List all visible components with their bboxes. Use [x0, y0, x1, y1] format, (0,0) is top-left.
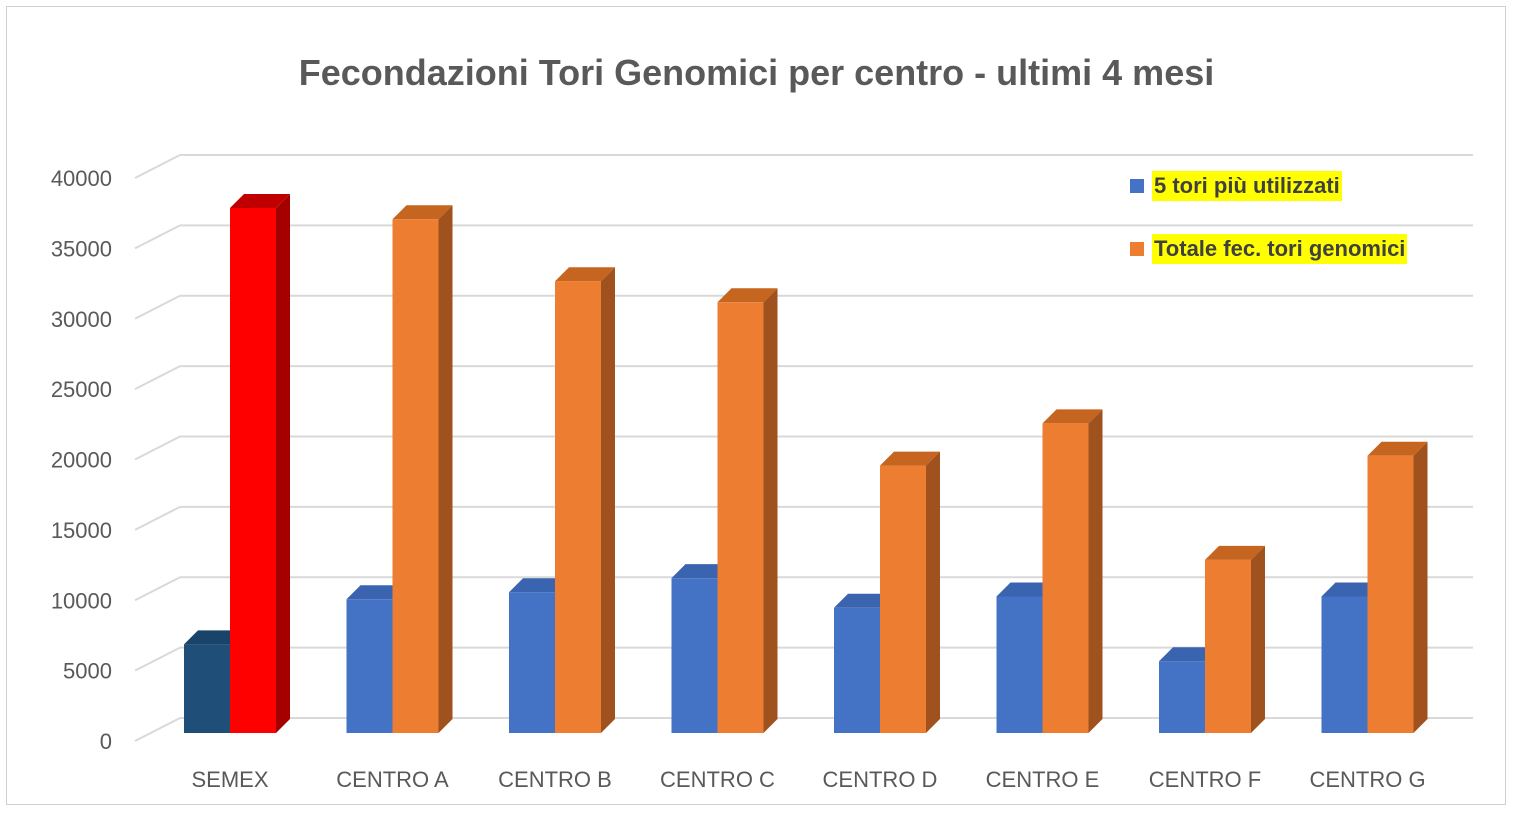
- y-tick-label: 10000: [51, 588, 112, 613]
- bar: [834, 607, 880, 733]
- legend-label-series-2: Totale fec. tori genomici: [1152, 234, 1408, 264]
- bar-top: [555, 267, 615, 282]
- y-tick-label: 30000: [51, 307, 112, 332]
- bar-top: [1321, 582, 1382, 597]
- y-tick-label: 35000: [51, 236, 112, 261]
- legend-label-series-1: 5 tori più utilizzati: [1152, 171, 1342, 201]
- bar: [509, 592, 555, 733]
- bar: [717, 302, 764, 733]
- bar-side: [601, 267, 615, 733]
- x-tick-label: CENTRO E: [986, 767, 1100, 792]
- bar-top: [184, 630, 244, 645]
- bar: [346, 599, 393, 733]
- gridline-diagonal: [134, 576, 181, 602]
- legend-item-series-2: Totale fec. tori genomici: [1130, 231, 1408, 267]
- x-tick-label: SEMEX: [191, 767, 268, 792]
- chart-title: Fecondazioni Tori Genomici per centro - …: [298, 52, 1215, 93]
- legend-swatch-series-2: [1130, 242, 1144, 256]
- y-tick-label: 5000: [63, 659, 112, 684]
- bar: [555, 281, 601, 733]
- bar-top: [346, 585, 407, 600]
- bar-side: [926, 451, 940, 733]
- y-tick-label: 0: [100, 729, 112, 754]
- bar-top: [1367, 441, 1428, 456]
- x-tick-label: CENTRO B: [498, 767, 612, 792]
- bar: [1042, 423, 1089, 733]
- bar: [671, 578, 718, 733]
- bar-top: [880, 451, 940, 466]
- y-tick-label: 25000: [51, 377, 112, 402]
- bar-side: [276, 194, 290, 733]
- y-tick-label: 40000: [51, 166, 112, 191]
- gridline-diagonal: [134, 294, 181, 320]
- x-tick-label: CENTRO D: [823, 767, 938, 792]
- bar-top: [1042, 409, 1103, 424]
- x-tick-label: CENTRO F: [1149, 767, 1261, 792]
- bar-top: [392, 205, 453, 220]
- gridline-diagonal: [134, 224, 181, 250]
- y-tick-label: 20000: [51, 448, 112, 473]
- bar-side: [438, 205, 453, 733]
- bar-top: [717, 288, 778, 303]
- bar-top: [834, 593, 894, 608]
- bar: [1159, 661, 1205, 733]
- bar-side: [1088, 409, 1103, 733]
- bar-top: [671, 564, 732, 579]
- gridline-diagonal: [134, 365, 181, 391]
- bar: [880, 465, 926, 733]
- bar: [230, 208, 276, 733]
- gridline-diagonal: [134, 505, 181, 531]
- bar-top: [996, 582, 1057, 597]
- chart-legend: 5 tori più utilizzati Totale fec. tori g…: [1130, 168, 1408, 294]
- bar: [392, 219, 439, 733]
- legend-item-series-1: 5 tori più utilizzati: [1130, 168, 1407, 204]
- bar-side: [763, 288, 778, 733]
- bar-top: [1159, 647, 1219, 662]
- bar-top: [509, 578, 569, 593]
- y-tick-label: 15000: [51, 518, 112, 543]
- x-tick-label: CENTRO C: [660, 767, 775, 792]
- gridline-diagonal: [134, 435, 181, 461]
- gridline-diagonal: [134, 154, 181, 179]
- bar: [1367, 455, 1414, 733]
- gridline-diagonal: [134, 646, 181, 672]
- gridline-diagonal: [134, 717, 181, 742]
- bar: [996, 596, 1043, 733]
- bar: [1321, 596, 1368, 733]
- bar-top: [230, 194, 290, 209]
- bar-top: [1205, 545, 1265, 560]
- bar-side: [1413, 441, 1428, 733]
- x-tick-label: CENTRO A: [336, 767, 449, 792]
- bar: [184, 644, 230, 733]
- bar: [1205, 559, 1251, 733]
- legend-swatch-series-1: [1130, 179, 1144, 193]
- x-tick-label: CENTRO G: [1309, 767, 1425, 792]
- bar-side: [1251, 545, 1265, 733]
